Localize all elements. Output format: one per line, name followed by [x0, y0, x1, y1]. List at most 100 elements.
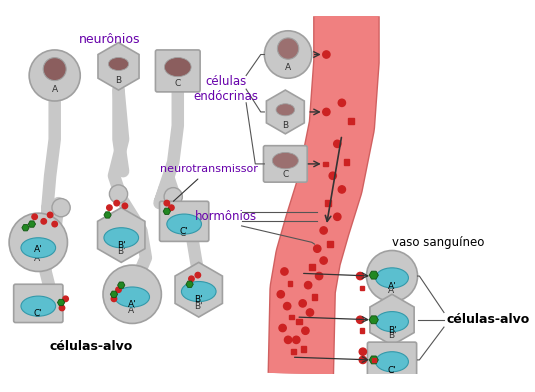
Circle shape: [334, 213, 341, 220]
Ellipse shape: [167, 214, 202, 234]
Circle shape: [111, 296, 117, 301]
Text: A': A': [128, 306, 136, 315]
Circle shape: [356, 272, 364, 279]
Text: C': C': [34, 309, 43, 318]
Text: neurônios: neurônios: [79, 33, 140, 45]
Circle shape: [41, 219, 47, 224]
Polygon shape: [266, 90, 304, 134]
Ellipse shape: [21, 296, 56, 316]
Bar: [296, 319, 302, 324]
Circle shape: [52, 221, 57, 227]
Polygon shape: [175, 262, 223, 317]
Ellipse shape: [164, 58, 191, 77]
Text: vaso sanguíneo: vaso sanguíneo: [392, 236, 484, 249]
Circle shape: [323, 51, 330, 58]
Circle shape: [9, 213, 67, 272]
Circle shape: [278, 38, 299, 59]
Text: A': A': [388, 283, 396, 292]
Bar: [323, 162, 328, 166]
Circle shape: [281, 268, 288, 275]
Circle shape: [43, 58, 66, 81]
Text: C': C': [180, 229, 188, 238]
Circle shape: [302, 327, 309, 334]
Bar: [289, 315, 294, 319]
Text: A': A': [128, 300, 136, 309]
Ellipse shape: [115, 287, 149, 307]
Text: B': B': [388, 330, 396, 339]
Bar: [291, 349, 296, 354]
Circle shape: [320, 227, 327, 234]
Text: B: B: [282, 121, 288, 130]
Polygon shape: [22, 225, 29, 231]
Polygon shape: [369, 316, 378, 324]
Circle shape: [359, 356, 366, 363]
Bar: [301, 346, 307, 352]
Ellipse shape: [109, 58, 128, 71]
Circle shape: [307, 309, 314, 316]
Text: C': C': [388, 366, 396, 375]
Bar: [343, 160, 349, 165]
Text: B': B': [117, 241, 126, 250]
Circle shape: [366, 250, 417, 301]
Circle shape: [189, 276, 194, 281]
Circle shape: [334, 140, 341, 147]
Ellipse shape: [276, 104, 295, 116]
Text: C: C: [174, 79, 181, 88]
Polygon shape: [104, 212, 111, 218]
Polygon shape: [186, 281, 193, 287]
Circle shape: [164, 188, 182, 206]
Circle shape: [52, 199, 70, 217]
Polygon shape: [28, 221, 35, 227]
Circle shape: [164, 200, 170, 206]
Circle shape: [277, 290, 285, 298]
Bar: [348, 118, 354, 124]
Circle shape: [59, 305, 65, 311]
Circle shape: [122, 203, 128, 209]
Text: B': B': [194, 301, 203, 310]
Circle shape: [48, 212, 53, 218]
Ellipse shape: [376, 312, 408, 332]
FancyBboxPatch shape: [14, 284, 63, 323]
Circle shape: [279, 324, 286, 332]
Circle shape: [264, 31, 312, 78]
Bar: [327, 241, 333, 247]
Text: células-alvo: células-alvo: [50, 340, 133, 353]
FancyBboxPatch shape: [368, 342, 417, 378]
Text: B': B': [388, 326, 396, 335]
Bar: [360, 286, 364, 290]
Text: A': A': [388, 286, 396, 294]
Circle shape: [323, 108, 330, 116]
Polygon shape: [98, 43, 139, 90]
FancyBboxPatch shape: [156, 50, 200, 92]
Circle shape: [329, 172, 337, 180]
Circle shape: [116, 287, 121, 292]
Polygon shape: [57, 299, 65, 306]
Ellipse shape: [272, 152, 299, 169]
Text: A: A: [285, 63, 291, 72]
Bar: [309, 264, 315, 270]
Text: C': C': [34, 310, 43, 319]
Circle shape: [356, 316, 364, 323]
Circle shape: [304, 281, 312, 289]
Bar: [288, 281, 292, 286]
Text: B': B': [194, 295, 203, 304]
Ellipse shape: [376, 268, 408, 288]
Polygon shape: [110, 291, 118, 298]
Circle shape: [32, 214, 37, 220]
Ellipse shape: [104, 228, 139, 248]
Polygon shape: [163, 208, 171, 214]
Text: neurotransmissor: neurotransmissor: [159, 164, 257, 201]
Circle shape: [299, 300, 307, 307]
Text: C': C': [180, 227, 188, 236]
FancyBboxPatch shape: [159, 201, 209, 241]
Text: B': B': [117, 247, 126, 256]
Polygon shape: [370, 294, 414, 345]
Bar: [325, 200, 331, 206]
Circle shape: [359, 348, 366, 356]
Circle shape: [338, 99, 346, 107]
Polygon shape: [118, 282, 125, 289]
Circle shape: [293, 336, 300, 343]
Circle shape: [195, 272, 201, 278]
Text: B: B: [116, 76, 121, 85]
Bar: [312, 294, 317, 300]
